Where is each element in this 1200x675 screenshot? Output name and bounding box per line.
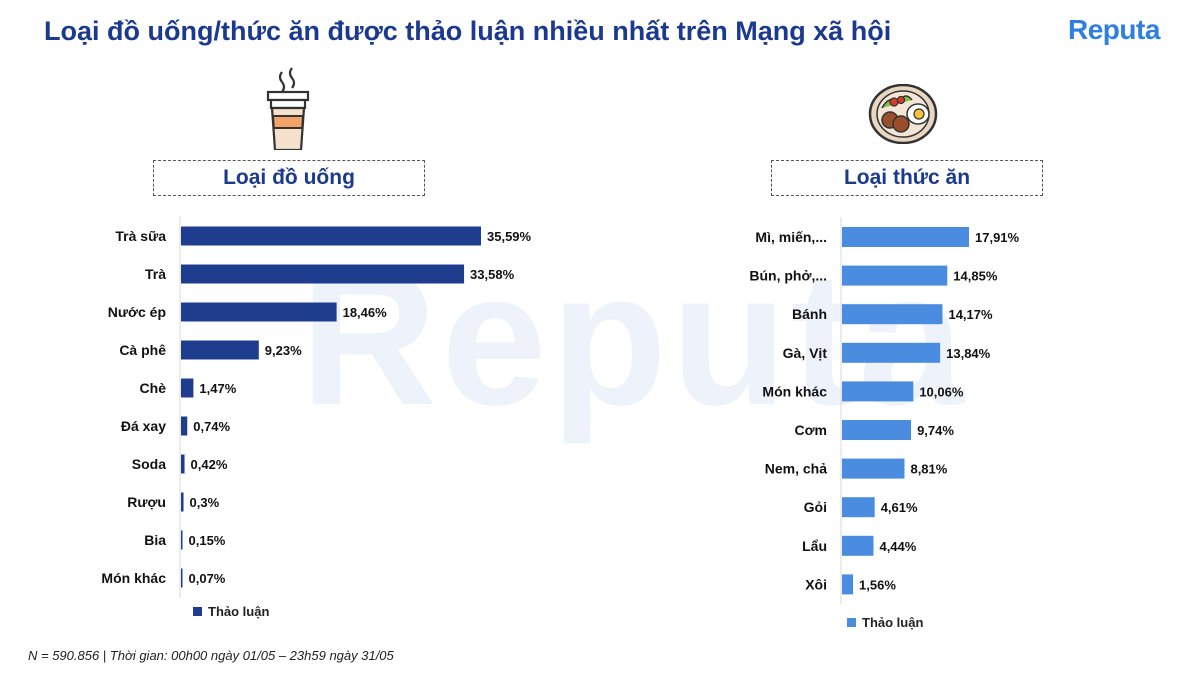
drinks-bar bbox=[181, 378, 194, 398]
food-category-label: Cơm bbox=[794, 422, 827, 438]
food-bar bbox=[842, 574, 854, 595]
drinks-category-label: Nước ép bbox=[108, 304, 166, 320]
food-bar bbox=[842, 265, 948, 286]
food-category-label: Gỏi bbox=[804, 499, 827, 515]
drinks-bar bbox=[181, 302, 337, 322]
drinks-value-label: 18,46% bbox=[343, 305, 388, 320]
food-plate-icon bbox=[868, 83, 938, 149]
drinks-bar-chart: Trà sữa 35,59% Trà 33,58% Nước ép 18,46% Cà ph… bbox=[101, 216, 532, 598]
drinks-value-label: 0,07% bbox=[189, 571, 226, 586]
drinks-category-label: Cà phê bbox=[119, 342, 166, 358]
food-category-label: Xôi bbox=[805, 576, 827, 592]
drinks-value-label: 0,74% bbox=[193, 419, 230, 434]
coffee-cup-icon bbox=[264, 66, 312, 155]
drinks-category-label: Soda bbox=[132, 456, 166, 472]
food-bar bbox=[842, 304, 943, 325]
food-value-label: 9,74% bbox=[917, 423, 954, 438]
food-category-label: Gà, Vịt bbox=[783, 345, 828, 361]
drinks-bar bbox=[181, 340, 259, 360]
food-category-label: Lẩu bbox=[802, 538, 827, 554]
drinks-value-label: 0,3% bbox=[190, 495, 220, 510]
drinks-category-label: Đá xay bbox=[121, 418, 166, 434]
food-category-label: Bún, phở,... bbox=[749, 268, 827, 284]
drinks-bar bbox=[181, 264, 465, 284]
drinks-category-label: Trà bbox=[145, 266, 166, 282]
food-legend-swatch bbox=[847, 618, 856, 627]
drinks-category-label: Trà sữa bbox=[115, 228, 166, 244]
food-legend: Thảo luận bbox=[847, 615, 923, 630]
drinks-bar bbox=[181, 568, 183, 588]
drinks-legend-swatch bbox=[193, 607, 202, 616]
drinks-value-label: 9,23% bbox=[265, 343, 302, 358]
food-section-title: Loại thức ăn bbox=[771, 160, 1043, 196]
drinks-bar bbox=[181, 454, 185, 474]
food-value-label: 17,91% bbox=[975, 230, 1020, 245]
drinks-legend: Thảo luận bbox=[193, 604, 269, 619]
food-bar bbox=[842, 381, 914, 402]
drinks-section-title: Loại đồ uống bbox=[153, 160, 425, 196]
reputa-logo: Reputa bbox=[1068, 14, 1160, 45]
food-legend-label: Thảo luận bbox=[862, 615, 924, 630]
drinks-value-label: 33,58% bbox=[470, 267, 515, 282]
drinks-bar bbox=[181, 492, 184, 512]
food-value-label: 14,17% bbox=[948, 307, 993, 322]
food-bar-chart: Mì, miến,... 17,91% Bún, phở,... 14,85% Bánh… bbox=[749, 217, 1020, 605]
drinks-bar bbox=[181, 226, 481, 246]
food-category-label: Món khác bbox=[762, 383, 827, 399]
food-bar bbox=[842, 227, 969, 247]
drinks-category-label: Rượu bbox=[127, 494, 166, 510]
food-value-label: 4,61% bbox=[881, 500, 918, 515]
drinks-bar bbox=[181, 530, 183, 550]
food-bar bbox=[842, 458, 905, 479]
drinks-legend-label: Thảo luận bbox=[208, 604, 270, 619]
drinks-value-label: 35,59% bbox=[487, 229, 532, 244]
drinks-value-label: 0,15% bbox=[189, 533, 226, 548]
drinks-category-label: Món khác bbox=[101, 570, 166, 586]
drinks-category-label: Bia bbox=[144, 532, 166, 548]
food-bar bbox=[842, 342, 941, 363]
food-bar bbox=[842, 497, 875, 518]
drinks-bar bbox=[181, 416, 188, 436]
food-category-label: Nem, chả bbox=[765, 461, 827, 477]
food-value-label: 10,06% bbox=[919, 384, 964, 399]
food-category-label: Bánh bbox=[792, 306, 827, 322]
drinks-value-label: 0,42% bbox=[191, 457, 228, 472]
food-value-label: 13,84% bbox=[946, 346, 991, 361]
food-value-label: 1,56% bbox=[859, 577, 896, 592]
food-bar bbox=[842, 420, 912, 440]
drinks-value-label: 1,47% bbox=[199, 381, 236, 396]
footnote: N = 590.856 | Thời gian: 00h00 ngày 01/0… bbox=[28, 648, 394, 663]
food-value-label: 14,85% bbox=[953, 269, 998, 284]
food-bar bbox=[842, 535, 874, 556]
page-title: Loại đồ uống/thức ăn được thảo luận nhiề… bbox=[44, 16, 892, 46]
drinks-category-label: Chè bbox=[140, 380, 167, 396]
food-category-label: Mì, miến,... bbox=[755, 229, 827, 245]
food-value-label: 8,81% bbox=[910, 462, 947, 477]
food-value-label: 4,44% bbox=[879, 539, 916, 554]
